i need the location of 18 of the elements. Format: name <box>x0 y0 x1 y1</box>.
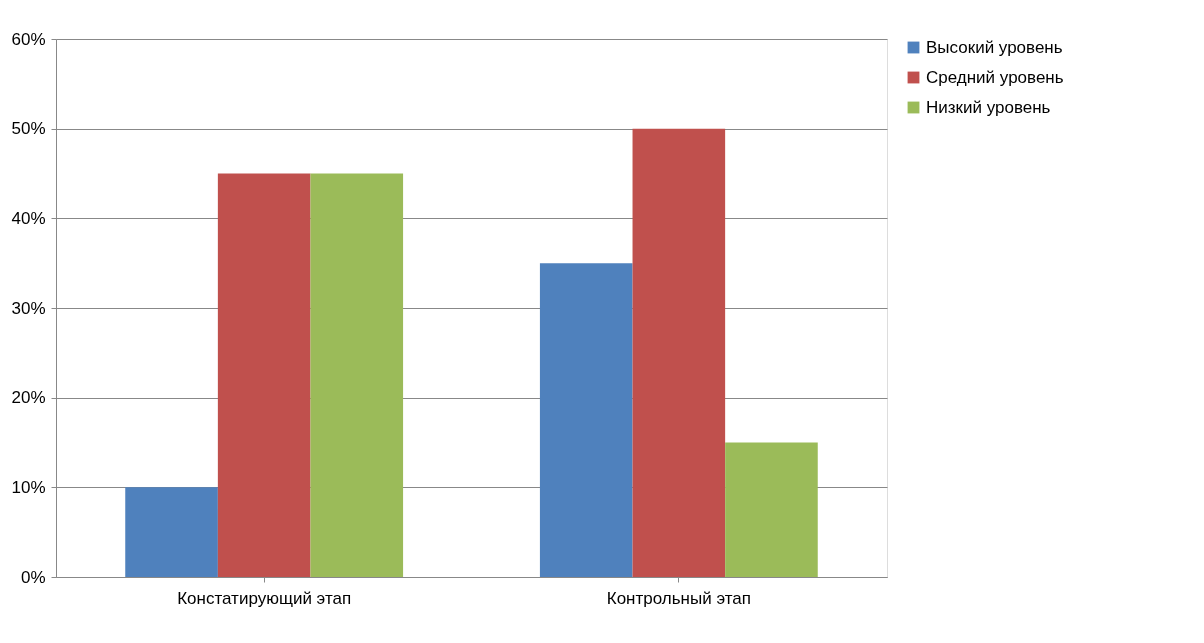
y-tick-label: 60% <box>11 29 46 49</box>
y-tick-label: 20% <box>11 388 46 408</box>
bar <box>217 173 311 577</box>
bar <box>725 442 818 577</box>
y-tick-label: 0% <box>20 567 46 587</box>
legend-label: Средний уровень <box>926 67 1064 87</box>
y-tick-label: 30% <box>11 298 46 318</box>
bar <box>310 173 404 577</box>
y-tick-label: 50% <box>11 119 46 139</box>
x-tick-label: Констатирующий этап <box>177 588 352 608</box>
y-tick-label: 40% <box>11 208 46 228</box>
legend-label: Высокий уровень <box>926 37 1063 57</box>
legend-label: Низкий уровень <box>926 97 1051 117</box>
bar <box>539 263 633 577</box>
bar <box>632 128 726 577</box>
bar <box>125 487 218 577</box>
x-tick-label: Контрольный этап <box>606 588 751 608</box>
y-tick-label: 10% <box>11 477 46 497</box>
